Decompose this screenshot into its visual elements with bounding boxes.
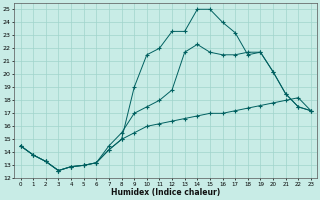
X-axis label: Humidex (Indice chaleur): Humidex (Indice chaleur) <box>111 188 220 197</box>
